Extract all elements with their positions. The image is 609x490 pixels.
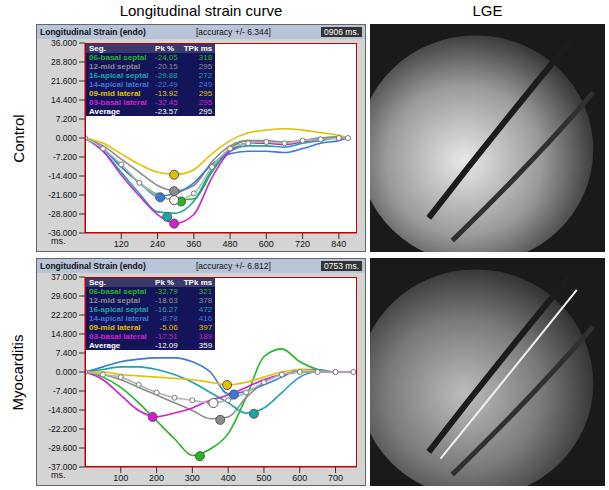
html-text:16-apical septal: 16-apical septal xyxy=(89,71,149,80)
html-text:03-basal lateral: 03-basal lateral xyxy=(89,332,147,341)
html-text:-24.05: -24.05 xyxy=(155,53,178,62)
svg-text:120: 120 xyxy=(114,239,129,249)
html-text:-32.45: -32.45 xyxy=(155,98,178,107)
html-text:09-mid lateral: 09-mid lateral xyxy=(89,323,141,332)
html-text:[accuracy +/- 6.812]: [accuracy +/- 6.812] xyxy=(196,261,271,271)
html-text:-20.15: -20.15 xyxy=(155,62,178,71)
html-text:416: 416 xyxy=(198,314,213,323)
svg-text:0.000: 0.000 xyxy=(56,367,78,377)
html-text:ms.: ms. xyxy=(51,470,66,480)
html-text:378: 378 xyxy=(198,296,213,305)
svg-text:500: 500 xyxy=(256,473,271,483)
svg-text:36.000: 36.000 xyxy=(51,39,77,48)
html-text:189: 189 xyxy=(198,332,213,341)
svg-text:100: 100 xyxy=(113,473,128,483)
html-text:0753 ms.: 0753 ms. xyxy=(324,261,359,271)
svg-text:7.400: 7.400 xyxy=(56,348,78,358)
html-text:-18.63: -18.63 xyxy=(155,296,178,305)
svg-text:14.800: 14.800 xyxy=(51,329,77,339)
html-text:295: 295 xyxy=(198,98,213,107)
html-text:Pk %: Pk % xyxy=(155,278,175,287)
svg-text:400: 400 xyxy=(221,473,236,483)
html-text:06-basal septal: 06-basal septal xyxy=(89,53,147,62)
svg-text:37.000: 37.000 xyxy=(51,273,77,282)
html-text:0906 ms.: 0906 ms. xyxy=(324,27,359,37)
html-text:16-apical septal: 16-apical septal xyxy=(89,305,149,314)
html-text:-17.51: -17.51 xyxy=(155,332,178,341)
html-text:Pk %: Pk % xyxy=(155,44,175,53)
html-text:14-apical lateral: 14-apical lateral xyxy=(89,314,149,323)
html-text:Longitudinal strain curve: Longitudinal strain curve xyxy=(119,2,283,19)
html-text:Seg.: Seg. xyxy=(89,44,106,53)
svg-text:-29.600: -29.600 xyxy=(48,443,77,453)
svg-text:-22.200: -22.200 xyxy=(48,424,77,434)
html-text:Longitudinal Strain (endo): Longitudinal Strain (endo) xyxy=(40,27,146,37)
svg-text:7.200: 7.200 xyxy=(56,114,78,124)
html-text:06-basal septal: 06-basal septal xyxy=(89,287,147,296)
html-text:-22.49: -22.49 xyxy=(155,80,178,89)
svg-text:22.200: 22.200 xyxy=(51,310,77,320)
html-text:-32.79: -32.79 xyxy=(155,287,178,296)
svg-text:-7.400: -7.400 xyxy=(53,386,77,396)
svg-text:14.400: 14.400 xyxy=(51,95,77,105)
html-text:TPk ms: TPk ms xyxy=(183,44,213,53)
html-text:-12.09: -12.09 xyxy=(155,341,178,350)
html-text:397: 397 xyxy=(198,323,213,332)
html-text:-29.88: -29.88 xyxy=(155,71,178,80)
svg-text:700: 700 xyxy=(328,473,343,483)
html-text:-16.27: -16.27 xyxy=(155,305,178,314)
html-text:272: 272 xyxy=(198,71,213,80)
svg-text:-7.200: -7.200 xyxy=(53,152,77,162)
svg-text:-37.000: -37.000 xyxy=(48,462,77,472)
svg-text:240: 240 xyxy=(150,239,165,249)
html-text:321: 321 xyxy=(198,287,213,296)
html-text:249: 249 xyxy=(198,80,213,89)
html-text:-5.06: -5.06 xyxy=(159,323,178,332)
html-text:295: 295 xyxy=(198,89,213,98)
html-text:-23.57: -23.57 xyxy=(155,107,178,116)
html-text:ms.: ms. xyxy=(51,236,66,246)
html-text:Control: Control xyxy=(9,113,27,163)
html-text:318: 318 xyxy=(198,53,213,62)
svg-text:720: 720 xyxy=(295,239,310,249)
svg-text:200: 200 xyxy=(149,473,164,483)
svg-text:840: 840 xyxy=(331,239,346,249)
html-text:-8.78: -8.78 xyxy=(159,314,178,323)
html-text:295: 295 xyxy=(198,107,213,116)
html-text:LGE: LGE xyxy=(472,2,503,19)
html-text:Seg.: Seg. xyxy=(89,278,106,287)
html-text:-13.92: -13.92 xyxy=(155,89,178,98)
html-text:472: 472 xyxy=(198,305,213,314)
svg-text:480: 480 xyxy=(223,239,238,249)
html-text:14-apical lateral: 14-apical lateral xyxy=(89,80,149,89)
svg-text:-28.800: -28.800 xyxy=(48,209,77,219)
svg-text:-36.000: -36.000 xyxy=(48,228,77,238)
svg-text:21.600: 21.600 xyxy=(51,76,77,86)
html-text:03-basal lateral: 03-basal lateral xyxy=(89,98,147,107)
html-text:12-mid septal: 12-mid septal xyxy=(89,62,141,71)
svg-text:300: 300 xyxy=(185,473,200,483)
html-text:[accuracy +/- 6.344]: [accuracy +/- 6.344] xyxy=(196,27,271,37)
html-text:359: 359 xyxy=(198,341,213,350)
html-text:Myocarditis: Myocarditis xyxy=(9,334,27,410)
html-text:295: 295 xyxy=(198,62,213,71)
svg-text:28.800: 28.800 xyxy=(51,57,77,67)
html-text:12-mid septal: 12-mid septal xyxy=(89,296,141,305)
html-text:TPk ms: TPk ms xyxy=(183,278,213,287)
svg-text:600: 600 xyxy=(259,239,274,249)
svg-text:-14.400: -14.400 xyxy=(48,171,77,181)
html-text:Longitudinal Strain (endo): Longitudinal Strain (endo) xyxy=(40,261,146,271)
html-text:Average: Average xyxy=(89,107,121,116)
svg-text:0.000: 0.000 xyxy=(56,133,78,143)
svg-text:29.600: 29.600 xyxy=(51,291,77,301)
svg-text:-14.800: -14.800 xyxy=(48,405,77,415)
svg-text:-21.600: -21.600 xyxy=(48,190,77,200)
svg-text:360: 360 xyxy=(186,239,201,249)
html-text:Average: Average xyxy=(89,341,121,350)
html-text:09-mid lateral: 09-mid lateral xyxy=(89,89,141,98)
svg-text:600: 600 xyxy=(292,473,307,483)
